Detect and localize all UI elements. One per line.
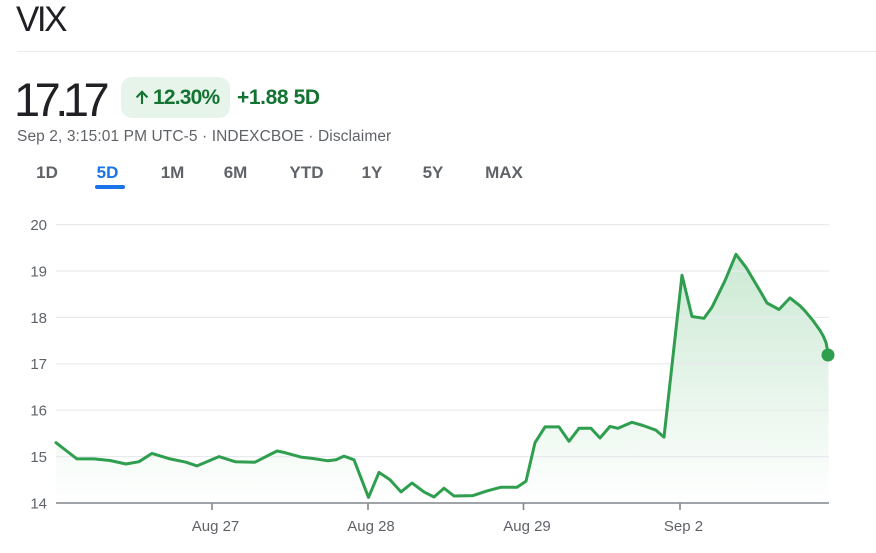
svg-text:15: 15 <box>30 449 47 466</box>
svg-text:18: 18 <box>30 310 47 327</box>
svg-text:Aug 27: Aug 27 <box>192 518 240 535</box>
svg-text:14: 14 <box>30 495 47 512</box>
svg-text:Aug 28: Aug 28 <box>347 518 395 535</box>
svg-text:20: 20 <box>30 217 47 234</box>
svg-text:16: 16 <box>30 403 47 420</box>
svg-text:19: 19 <box>30 263 47 280</box>
svg-text:Sep 2: Sep 2 <box>664 518 703 535</box>
svg-text:17: 17 <box>30 356 47 373</box>
svg-text:Aug 29: Aug 29 <box>503 518 551 535</box>
